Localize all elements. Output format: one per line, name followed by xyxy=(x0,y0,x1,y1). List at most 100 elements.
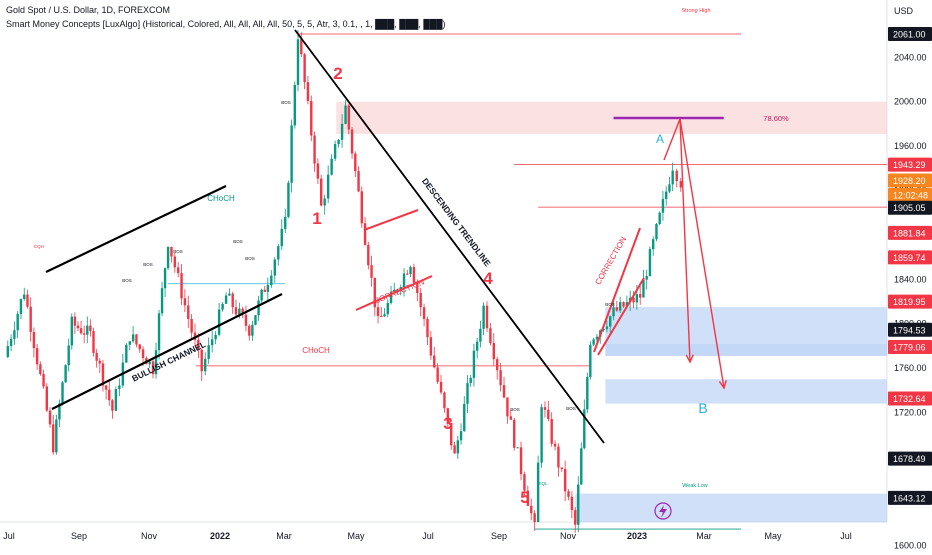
candle-body xyxy=(671,170,674,185)
demand-zone-upper xyxy=(605,307,887,344)
candle-body xyxy=(363,223,367,245)
candle-body xyxy=(479,328,482,342)
candle-body xyxy=(207,345,210,359)
y-tick-label: 1960.00 xyxy=(894,141,927,151)
candle-body xyxy=(45,386,48,411)
candle-body xyxy=(290,125,293,183)
candle-body xyxy=(266,285,270,292)
price-label: 1819.95 xyxy=(893,297,926,307)
correction-lower-line xyxy=(355,275,433,311)
indicator-title[interactable]: Smart Money Concepts [LuxAlgo] (Historic… xyxy=(6,19,446,29)
candle-body xyxy=(61,382,64,404)
candle-body xyxy=(183,298,187,306)
candle-body xyxy=(270,275,273,286)
bos-label: BOS xyxy=(122,278,132,283)
candle-body xyxy=(422,307,426,319)
candle-body xyxy=(303,54,306,83)
price-label: 1678.49 xyxy=(893,454,926,464)
candle-body xyxy=(64,365,67,383)
candle-body xyxy=(499,370,502,386)
candle-body xyxy=(602,329,605,331)
candle-body xyxy=(16,313,19,331)
candle-body xyxy=(173,256,177,268)
candle-body xyxy=(612,307,615,317)
symbol-title: Gold Spot / U.S. Dollar, 1D, FOREXCOM xyxy=(6,5,171,15)
candle-body xyxy=(55,419,58,453)
y-tick-label: 1840.00 xyxy=(894,274,927,284)
bos-label: BOS xyxy=(233,239,243,244)
candle-body xyxy=(618,302,622,311)
price-label-bg xyxy=(888,200,932,215)
candle-body xyxy=(540,407,543,463)
candle-body xyxy=(306,82,310,102)
y-tick-label: 1760.00 xyxy=(894,363,927,373)
candle-body xyxy=(655,223,658,240)
candle-body xyxy=(456,440,460,454)
candle-body xyxy=(635,294,639,303)
candle-body xyxy=(433,355,436,368)
candle-body xyxy=(553,443,557,447)
candle-body xyxy=(383,314,386,317)
price-label: 12:02:48 xyxy=(893,190,928,200)
candle-body xyxy=(98,360,102,364)
candle-body xyxy=(118,385,121,390)
y-tick-label: 1600.00 xyxy=(894,541,927,550)
price-label-bg xyxy=(888,187,932,202)
bos-label: BOS xyxy=(281,100,291,105)
candle-body xyxy=(280,228,283,247)
candle-body xyxy=(320,178,323,206)
candle-body xyxy=(651,239,655,250)
wave-4-label: 4 xyxy=(483,269,493,288)
candle-body xyxy=(406,273,409,275)
candle-body xyxy=(221,303,224,310)
candle-body xyxy=(547,409,550,419)
candle-body xyxy=(79,328,83,334)
candle-body xyxy=(386,303,389,315)
y-tick-label: 2040.00 xyxy=(894,52,927,62)
candle-body xyxy=(287,182,290,217)
candle-body xyxy=(496,359,499,371)
x-tick-label: Nov xyxy=(560,531,577,541)
candle-body xyxy=(310,101,313,136)
candle-body xyxy=(354,153,357,172)
candle-body xyxy=(360,191,363,224)
wave-5-label: 5 xyxy=(520,488,529,507)
candle-body xyxy=(543,407,547,410)
correction2-lower-line xyxy=(597,277,645,356)
candle-body xyxy=(160,288,164,314)
price-label: 2061.00 xyxy=(893,30,926,40)
candle-body xyxy=(563,469,567,492)
candle-body xyxy=(29,306,32,332)
bos-label: BOS xyxy=(173,249,183,254)
price-label-bg xyxy=(888,173,932,188)
correction-upper-line xyxy=(363,209,419,231)
candle-body xyxy=(519,447,523,475)
y-tick-label: 2000.00 xyxy=(894,97,927,107)
candle-body xyxy=(466,383,469,404)
candle-body xyxy=(32,331,36,349)
candle-body xyxy=(595,336,599,340)
candle-body xyxy=(475,341,479,351)
candle-body xyxy=(402,273,406,288)
candle-body xyxy=(513,419,516,448)
candle-body xyxy=(151,361,155,375)
choch-label-teal: CHoCH xyxy=(207,194,235,203)
candle-body xyxy=(131,334,135,342)
candle-body xyxy=(58,403,61,420)
candle-body xyxy=(333,144,337,159)
candle-body xyxy=(248,325,251,336)
projection-arrow-2 xyxy=(679,118,725,389)
fib-786-label: 78.60% xyxy=(763,114,789,123)
candle-body xyxy=(429,337,433,356)
candle-body xyxy=(642,279,645,298)
candle-body xyxy=(469,377,472,384)
candle-body xyxy=(661,198,665,213)
candle-body xyxy=(210,339,214,346)
price-label: 1943.29 xyxy=(893,160,926,170)
candle-body xyxy=(326,174,330,199)
candle-body xyxy=(135,334,138,345)
candle-body xyxy=(204,358,207,372)
candle-body xyxy=(257,300,260,316)
price-label: 1928.20 xyxy=(893,176,926,186)
